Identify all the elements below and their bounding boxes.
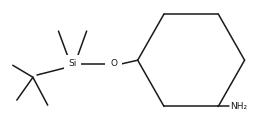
Text: Si: Si xyxy=(69,60,77,68)
Text: NH₂: NH₂ xyxy=(230,102,248,111)
Text: O: O xyxy=(110,60,117,68)
